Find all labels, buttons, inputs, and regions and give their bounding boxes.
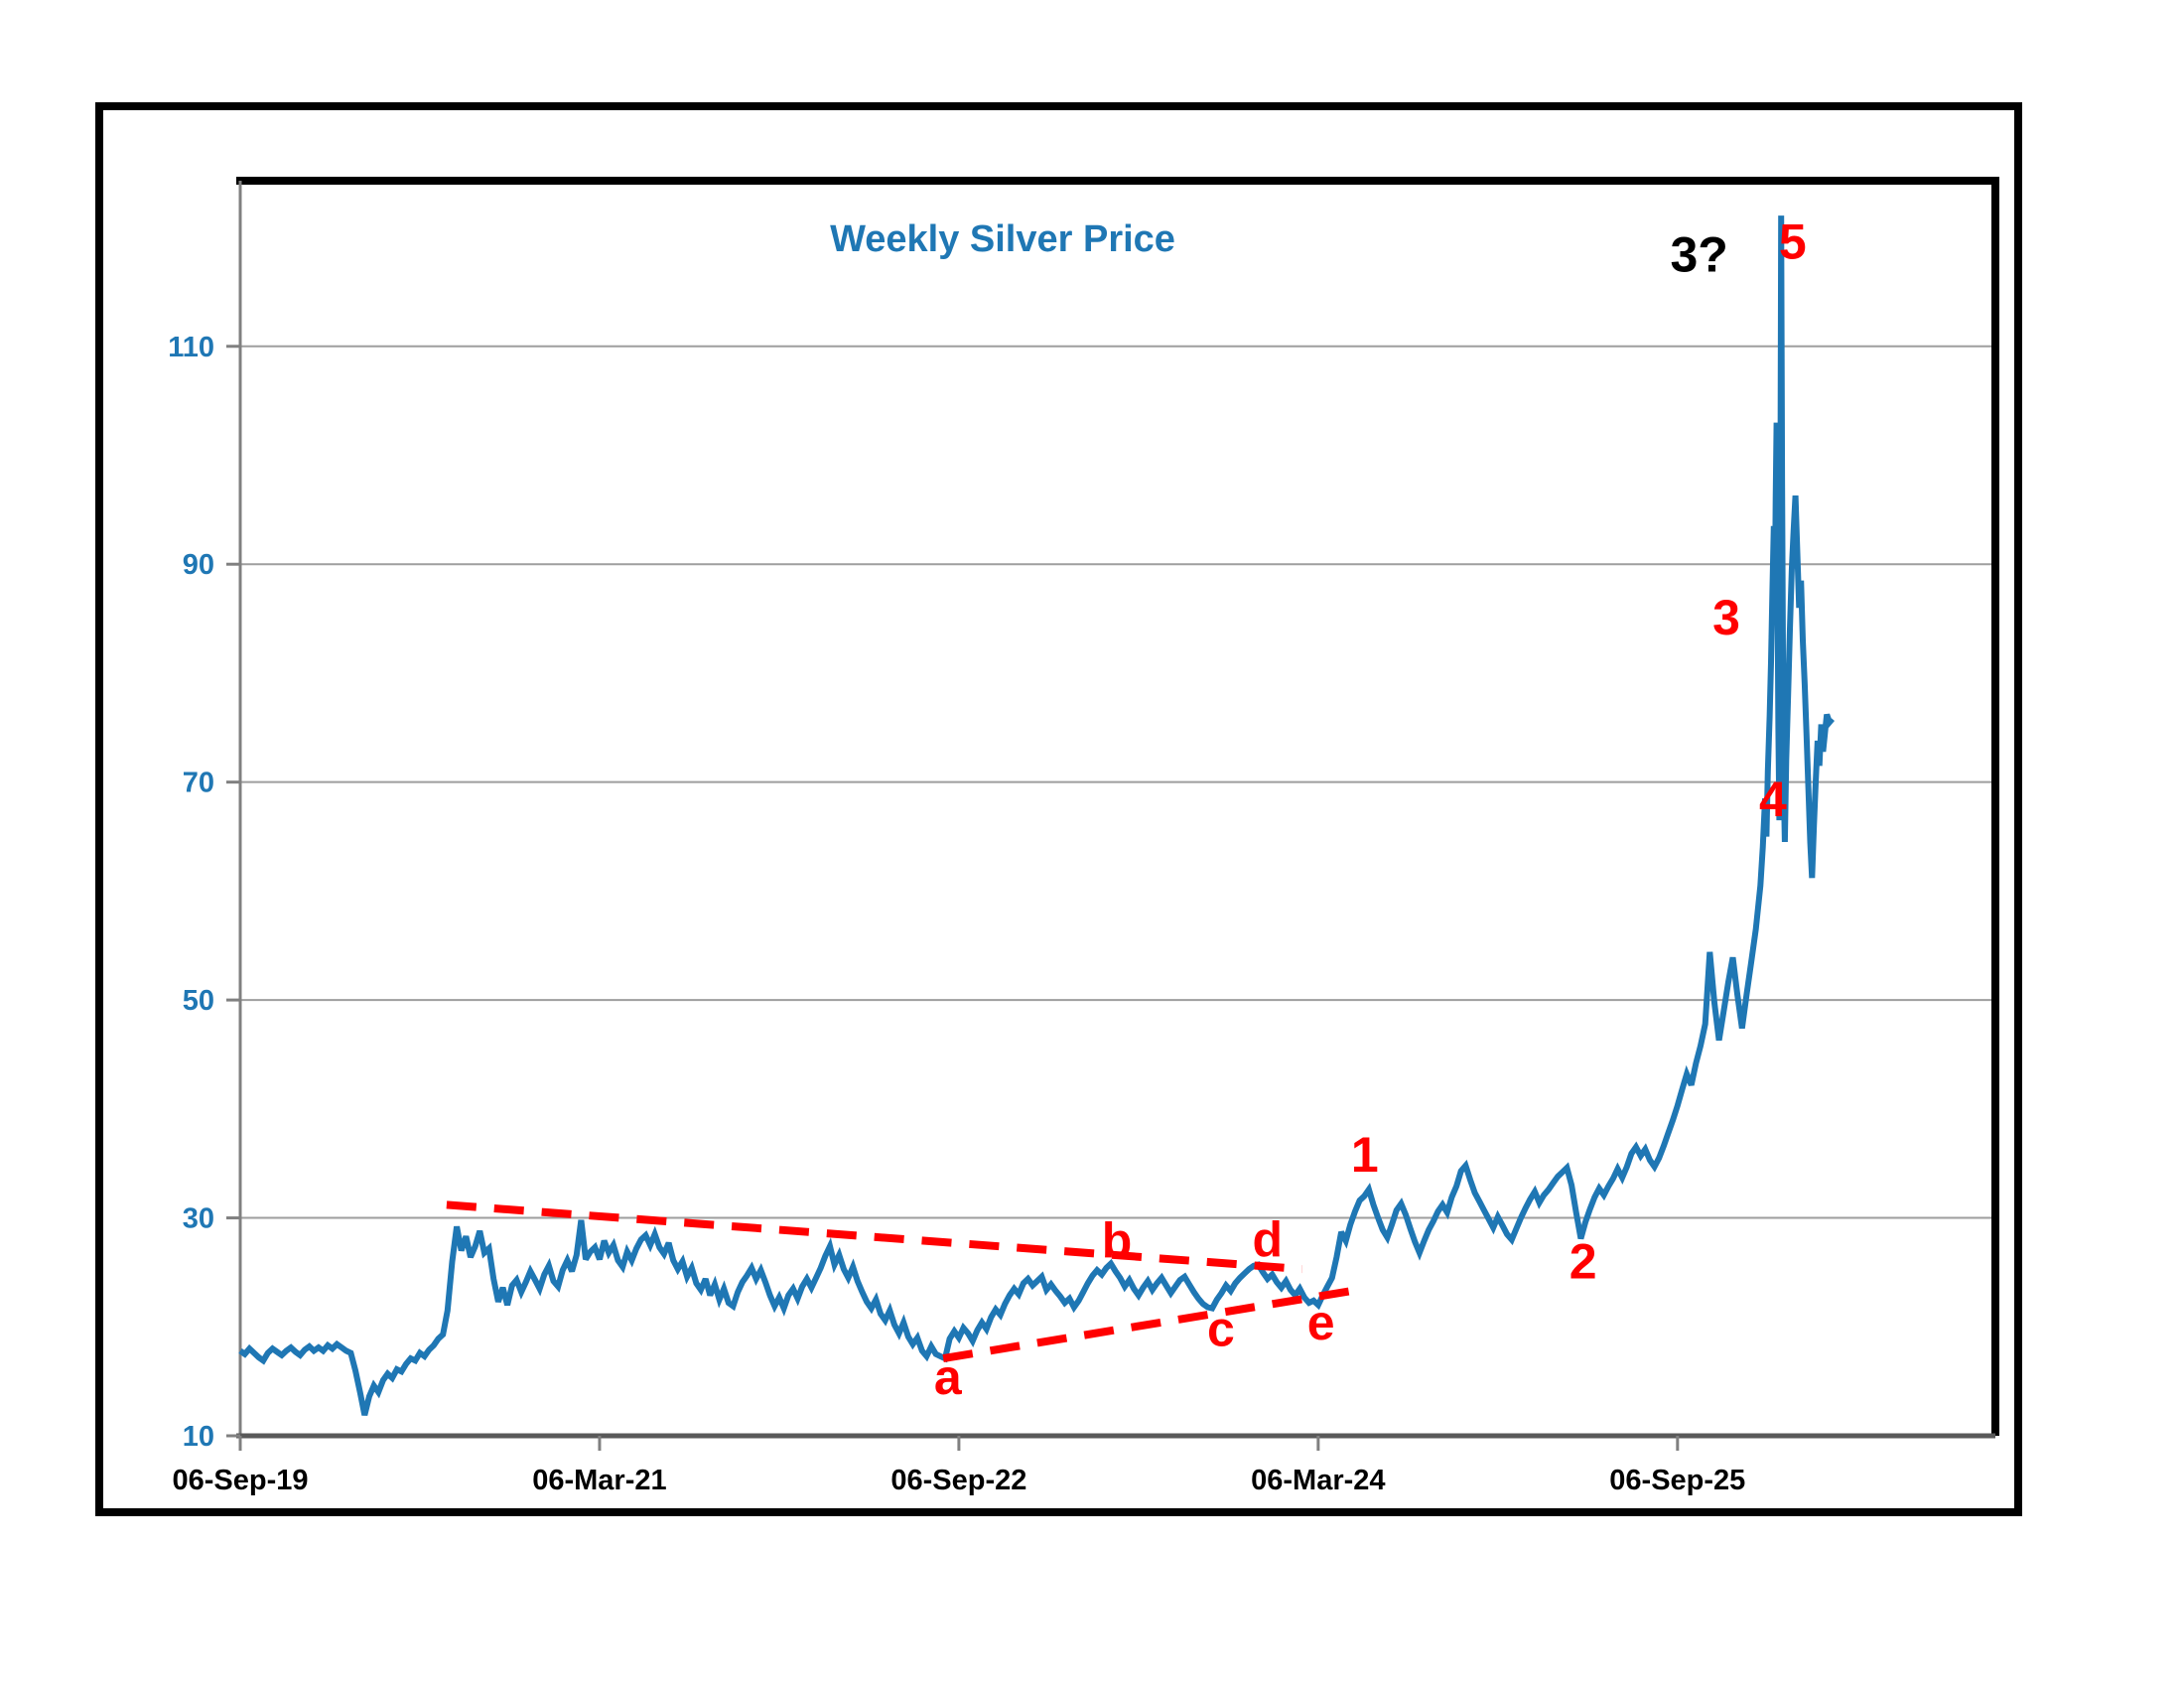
price-series [238, 215, 1835, 1416]
wave-label-a: a [934, 1349, 963, 1405]
upper-triangle-trendline [446, 1200, 1302, 1274]
price-line [238, 215, 1835, 1416]
wave-label-3: 3 [1712, 590, 1740, 645]
y-tick-label: 30 [183, 1203, 214, 1235]
triangle-trendlines [446, 1200, 1353, 1363]
wave-label-c: c [1207, 1301, 1235, 1356]
x-tick-label: 06-Sep-22 [890, 1465, 1026, 1496]
gridlines [240, 345, 1995, 1219]
y-tick-label: 90 [183, 549, 214, 581]
y-tick-label: 110 [168, 332, 214, 363]
x-tick-label: 06-Mar-21 [532, 1465, 666, 1496]
y-tick-label: 70 [183, 768, 214, 799]
wave-label-4: 4 [1759, 772, 1787, 827]
wave-label-1: 1 [1351, 1127, 1379, 1183]
wave-label-3-question: 3? [1670, 227, 1727, 283]
x-tick-label: 06-Mar-24 [1251, 1465, 1385, 1496]
x-axis-ticks [238, 1436, 1680, 1451]
outer-border [95, 102, 2022, 1516]
y-tick-label: 10 [183, 1421, 214, 1453]
x-tick-label: 06-Sep-25 [1609, 1465, 1745, 1496]
plot-area-border [236, 177, 1999, 1436]
y-tick-label: 50 [183, 985, 214, 1017]
wave-annotations: 1 2 3 4 5 a b c d e 3? [934, 213, 1807, 1404]
wave-label-e: e [1307, 1295, 1335, 1350]
x-tick-label: 06-Sep-19 [172, 1465, 308, 1496]
lower-triangle-trendline [942, 1287, 1353, 1363]
chart-title: Weekly Silver Price [830, 218, 1175, 260]
wave-label-b: b [1102, 1213, 1133, 1269]
wave-label-2: 2 [1570, 1233, 1597, 1289]
wave-label-d: d [1253, 1212, 1284, 1268]
y-axis-ticks [226, 345, 240, 1438]
x-axis-labels: 06-Sep-19 06-Mar-21 06-Sep-22 06-Mar-24 … [172, 1465, 1745, 1496]
wave-label-5: 5 [1779, 213, 1807, 269]
y-axis-labels: 10 30 50 70 90 110 [168, 332, 214, 1453]
